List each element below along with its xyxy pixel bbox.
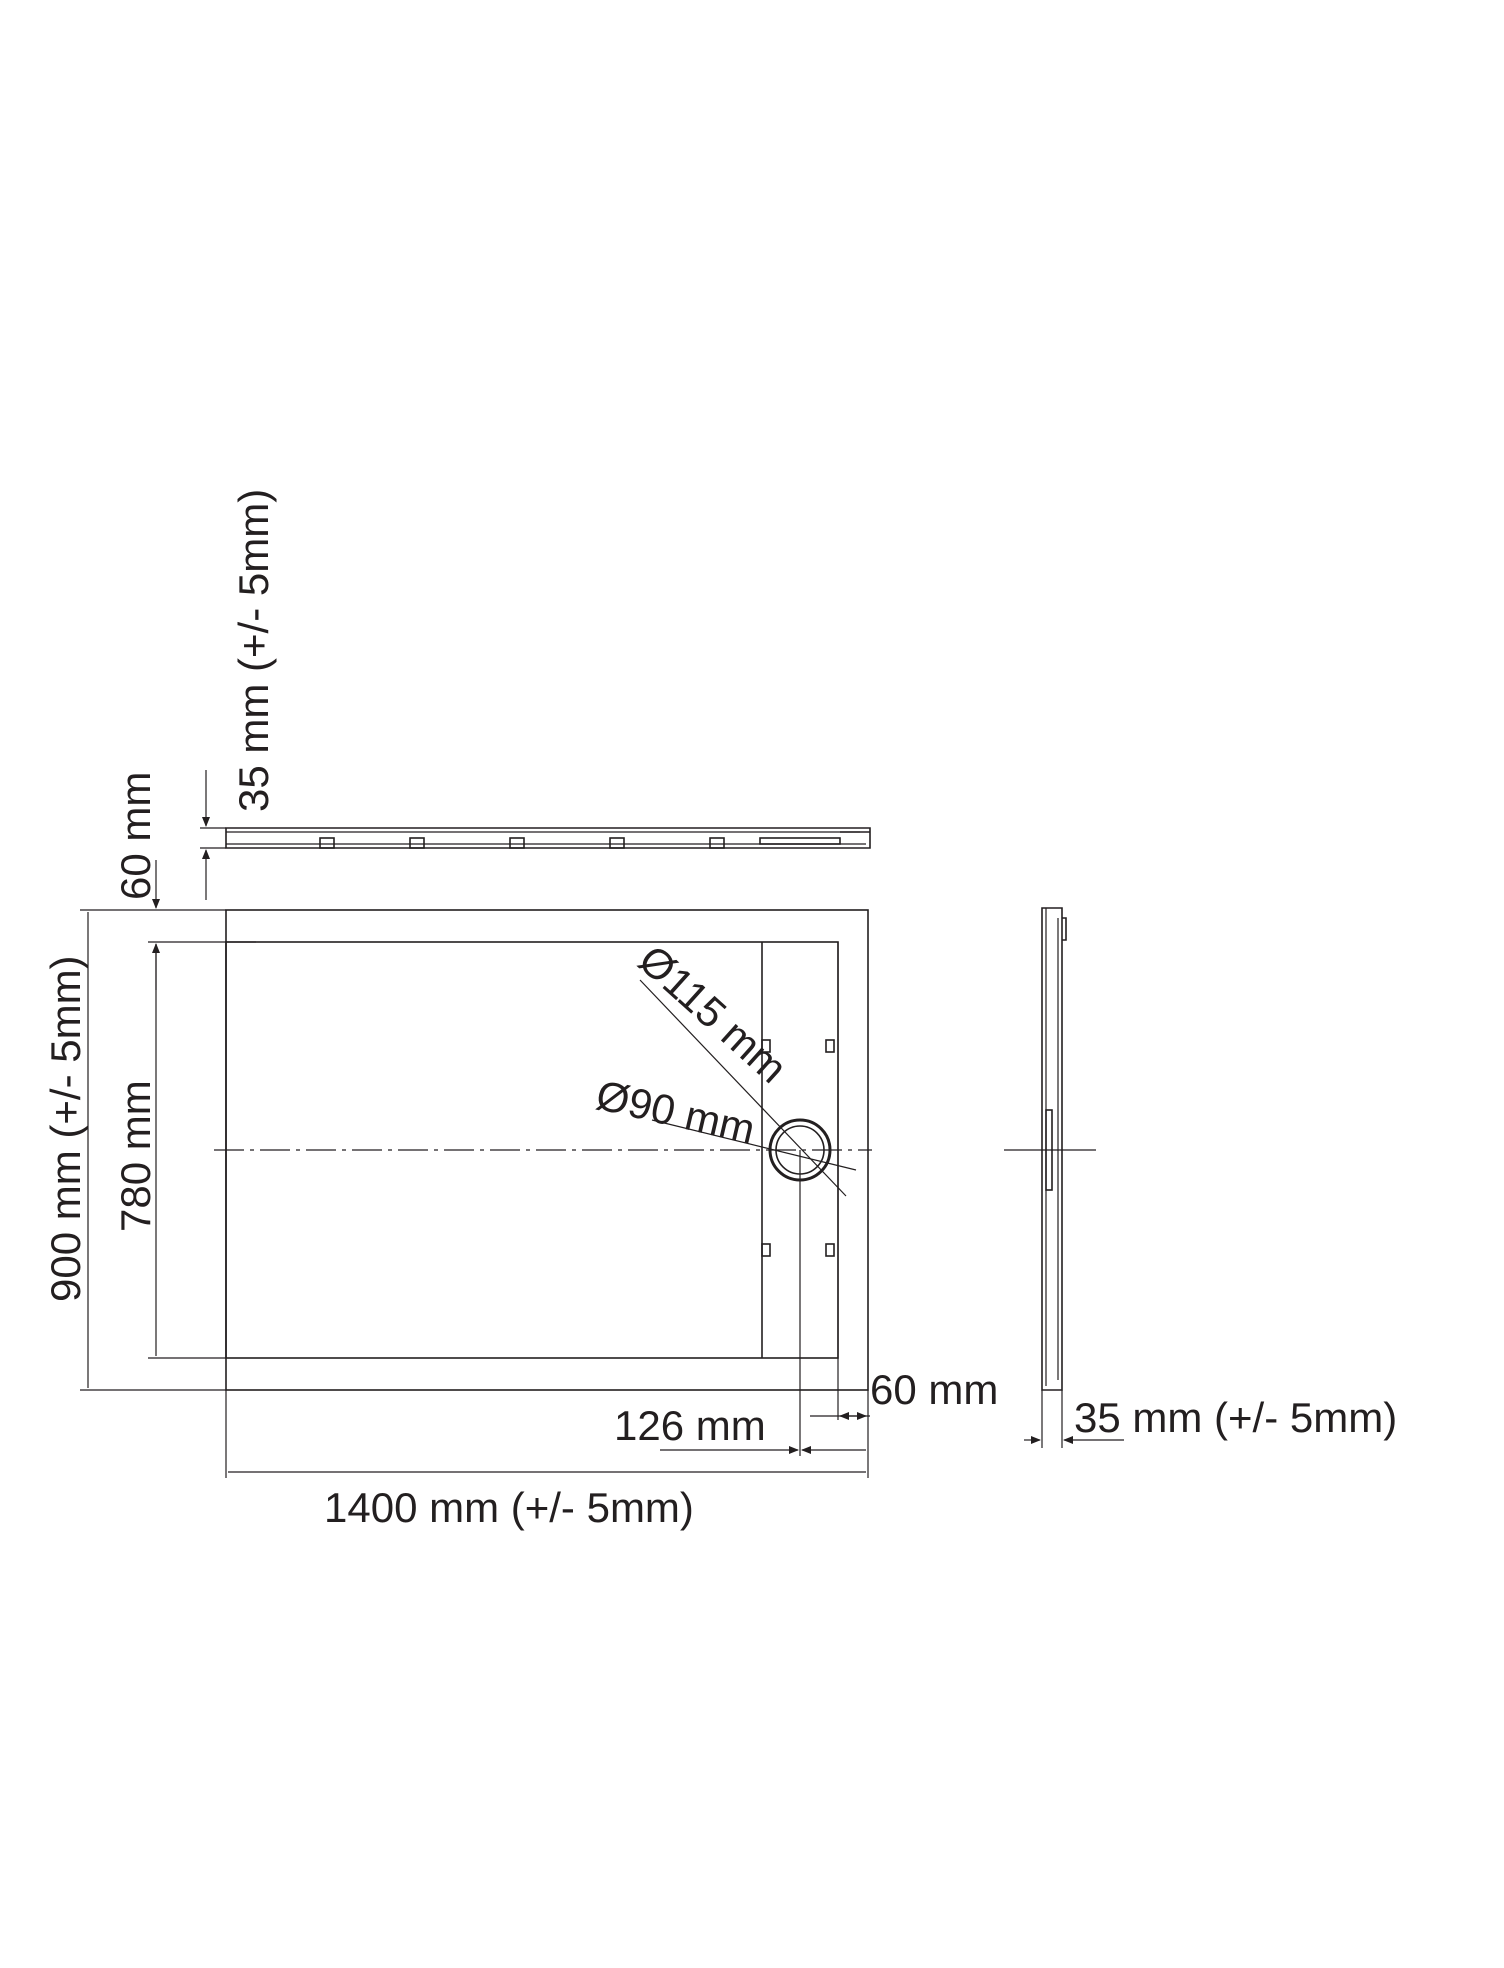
label-length-total: 1400 mm (+/- 5mm) xyxy=(324,1484,694,1531)
label-flange-top: 60 mm xyxy=(112,772,159,900)
label-height-side: 35 mm (+/- 5mm) xyxy=(230,489,277,812)
label-drain-inner: Ø90 mm xyxy=(592,1071,759,1153)
label-flange-right: 60 mm xyxy=(870,1366,998,1413)
bottom-dimensions xyxy=(225,1150,870,1478)
label-drain-offset: 126 mm xyxy=(614,1402,766,1449)
plan-view xyxy=(214,909,872,1391)
end-section-view xyxy=(1004,907,1124,1448)
label-height-end: 35 mm (+/- 5mm) xyxy=(1074,1394,1397,1441)
left-dimensions xyxy=(80,860,256,1391)
label-width-inner: 780 mm xyxy=(112,1080,159,1232)
label-drain-outer: Ø115 mm xyxy=(630,936,796,1092)
side-section-view xyxy=(200,770,871,900)
label-width-total: 900 mm (+/- 5mm) xyxy=(42,955,89,1302)
